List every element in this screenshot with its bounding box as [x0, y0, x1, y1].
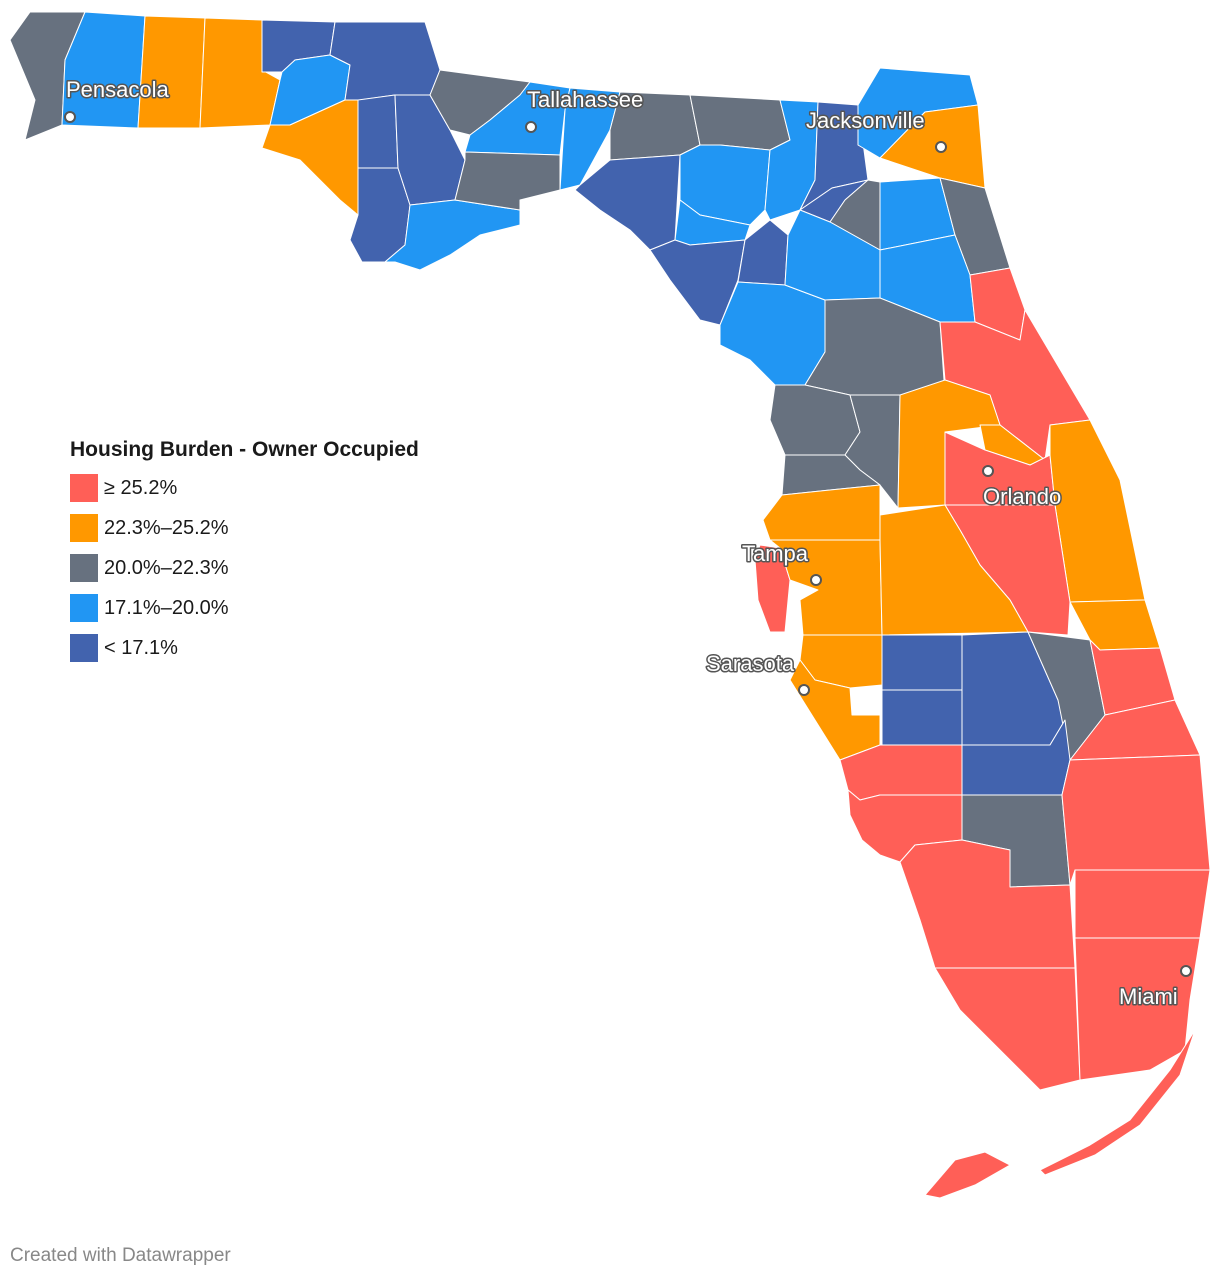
legend-item: 22.3%–25.2% — [70, 514, 419, 542]
legend: Housing Burden - Owner Occupied ≥ 25.2% … — [70, 438, 419, 674]
sarasota-marker — [798, 684, 810, 696]
tallahassee-marker — [525, 121, 537, 133]
county-lake — [897, 379, 1001, 509]
county-duval — [879, 104, 986, 189]
county-pasco — [762, 484, 881, 541]
legend-item: ≥ 25.2% — [70, 474, 419, 502]
county-collier — [899, 839, 1076, 969]
county-hamilton — [689, 94, 791, 151]
legend-label: ≥ 25.2% — [104, 476, 178, 499]
county-monroe-keys — [924, 1151, 1011, 1199]
legend-label: 20.0%–22.3% — [104, 556, 229, 579]
orlando-marker — [982, 465, 994, 477]
county-sarasota — [789, 659, 881, 761]
legend-swatch — [70, 594, 98, 622]
county-palm-beach — [1061, 754, 1211, 886]
county-jackson — [329, 21, 441, 101]
legend-swatch — [70, 634, 98, 662]
miami-label: Miami — [1119, 984, 1178, 1009]
legend-swatch — [70, 514, 98, 542]
legend-swatch — [70, 474, 98, 502]
county-citrus — [769, 384, 861, 456]
pensacola-label: Pensacola — [66, 77, 170, 102]
tampa-marker — [810, 574, 822, 586]
county-polk — [879, 504, 1029, 636]
county-desoto — [881, 689, 963, 746]
legend-item: 20.0%–22.3% — [70, 554, 419, 582]
county-taylor — [574, 154, 681, 251]
legend-swatch — [70, 554, 98, 582]
jacksonville-marker — [935, 141, 947, 153]
county-calhoun — [357, 94, 399, 169]
sarasota-label: Sarasota — [706, 651, 795, 676]
legend-item: 17.1%–20.0% — [70, 594, 419, 622]
county-levy — [719, 281, 826, 386]
county-wakulla — [454, 151, 561, 211]
county-okaloosa — [137, 15, 206, 129]
county-hardee — [881, 634, 963, 691]
legend-title: Housing Burden - Owner Occupied — [70, 438, 419, 461]
county-monroe-keys-east — [1039, 1029, 1196, 1176]
legend-item: < 17.1% — [70, 634, 419, 662]
county-charlotte — [839, 744, 963, 801]
county-st-lucie — [1089, 639, 1176, 716]
legend-label: 17.1%–20.0% — [104, 596, 229, 619]
legend-label: 22.3%–25.2% — [104, 516, 229, 539]
pensacola-marker — [64, 111, 76, 123]
jacksonville-label: Jacksonville — [806, 108, 925, 133]
miami-marker — [1180, 965, 1192, 977]
legend-label: < 17.1% — [104, 636, 178, 659]
tallahassee-label: Tallahassee — [527, 87, 643, 112]
orlando-label: Orlando — [983, 484, 1061, 509]
tampa-label: Tampa — [742, 541, 809, 566]
datawrapper-credit[interactable]: Created with Datawrapper — [10, 1245, 231, 1266]
county-broward — [1074, 869, 1211, 939]
county-monroe-mainland — [934, 967, 1081, 1091]
county-santa-rosa — [61, 11, 146, 129]
